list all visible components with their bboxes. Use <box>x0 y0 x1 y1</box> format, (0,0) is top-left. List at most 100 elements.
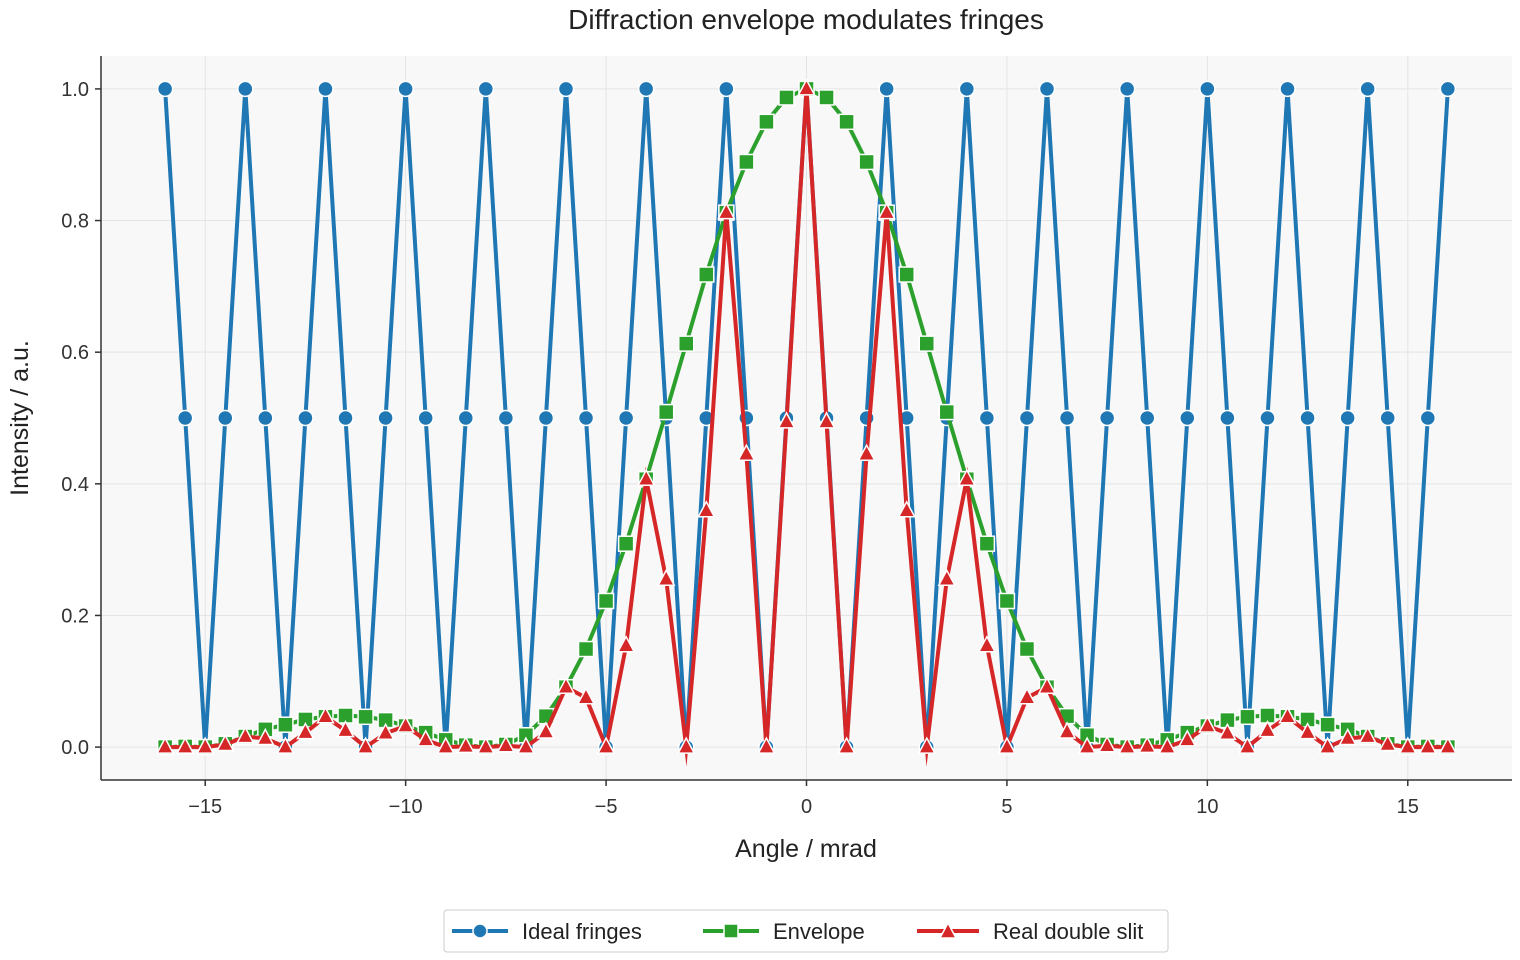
data-point <box>1058 409 1076 427</box>
data-point <box>1097 735 1117 753</box>
y-tick-label: 0.6 <box>61 342 89 364</box>
data-point <box>616 635 636 653</box>
data-point <box>477 80 495 98</box>
data-point <box>1017 687 1037 705</box>
data-point <box>456 735 476 754</box>
data-point <box>1077 736 1097 754</box>
data-point <box>297 409 314 427</box>
data-point <box>516 736 536 754</box>
data-point <box>1239 708 1256 726</box>
data-point <box>1258 720 1277 738</box>
legend-label-ideal-fringes: Ideal fringes <box>522 919 642 944</box>
data-point <box>1439 80 1457 98</box>
data-point <box>416 729 435 747</box>
legend-marker-triangle-icon <box>938 921 958 939</box>
data-point <box>1137 735 1157 754</box>
x-tick-label: 0 <box>801 796 812 818</box>
data-point <box>1339 409 1356 427</box>
series-layer <box>155 78 1458 767</box>
legend-item-ideal-fringes: Ideal fringes <box>452 919 642 944</box>
data-point <box>1338 727 1357 746</box>
legend-item-envelope: Envelope <box>703 919 865 944</box>
data-point <box>978 409 996 427</box>
data-point <box>817 411 836 429</box>
data-point <box>1279 80 1296 98</box>
data-point <box>577 640 595 658</box>
data-point <box>778 89 795 106</box>
data-point <box>337 409 354 427</box>
y-tick-label: 0.0 <box>61 737 89 759</box>
data-point <box>676 736 696 754</box>
data-point <box>296 722 315 740</box>
data-point <box>877 202 896 220</box>
data-point <box>556 676 576 694</box>
y-ticks: 0.0 0.2 0.4 0.6 0.8 1.0 <box>61 79 101 759</box>
data-point <box>216 733 235 752</box>
data-point <box>917 736 937 754</box>
data-point <box>376 722 395 741</box>
data-point <box>1018 409 1036 427</box>
data-point <box>818 89 835 106</box>
data-point <box>977 635 997 653</box>
data-point <box>436 736 455 754</box>
data-point <box>657 403 675 421</box>
legend: Ideal fringes Envelope Real double slit <box>443 909 1169 953</box>
data-point <box>195 736 215 754</box>
legend-frame <box>443 909 1169 953</box>
data-point <box>1138 409 1156 427</box>
chart-title: Diffraction envelope modulates fringes <box>568 4 1044 35</box>
data-point <box>1259 409 1276 427</box>
data-point <box>838 113 855 131</box>
legend-label-envelope: Envelope <box>773 919 865 944</box>
data-point <box>1318 736 1337 754</box>
data-point <box>857 443 876 461</box>
data-point <box>858 153 875 171</box>
data-point <box>637 80 655 98</box>
data-point <box>918 335 936 352</box>
x-tick-label: 5 <box>1001 796 1012 818</box>
data-point <box>837 736 856 754</box>
data-point <box>718 80 735 98</box>
legend-marker-circle-icon <box>472 923 488 939</box>
data-point <box>497 409 515 427</box>
data-point <box>1418 736 1438 754</box>
data-point <box>998 592 1016 610</box>
x-ticks: −15 −10 −5 0 5 10 15 <box>188 780 1419 818</box>
y-tick-label: 0.8 <box>61 211 89 233</box>
data-point <box>536 721 556 739</box>
data-point <box>377 409 394 427</box>
data-point <box>758 113 775 131</box>
data-point <box>217 409 234 427</box>
data-point <box>1199 80 1216 98</box>
data-point <box>1038 80 1056 98</box>
data-point <box>457 409 475 427</box>
data-point <box>1098 409 1116 427</box>
data-point <box>1198 715 1217 733</box>
data-point <box>1018 640 1036 658</box>
data-point <box>356 736 375 754</box>
data-point <box>156 80 174 98</box>
data-point <box>656 568 676 587</box>
x-tick-label: −15 <box>188 796 222 818</box>
data-point <box>957 468 977 486</box>
data-point <box>937 568 957 587</box>
data-point <box>256 727 275 746</box>
data-point <box>1278 706 1297 724</box>
data-point <box>417 409 434 427</box>
data-point <box>276 736 295 754</box>
data-point <box>1158 736 1177 754</box>
data-point <box>1438 736 1458 754</box>
data-point <box>397 80 414 98</box>
y-tick-label: 0.4 <box>61 474 89 496</box>
data-point <box>1359 80 1376 98</box>
data-point <box>1218 722 1237 741</box>
data-point <box>978 535 996 552</box>
data-point <box>1057 721 1077 739</box>
data-point <box>357 708 374 726</box>
y-tick-label: 1.0 <box>61 79 89 101</box>
data-point <box>1219 409 1236 427</box>
data-point <box>317 80 334 98</box>
data-point <box>617 535 635 552</box>
data-point <box>1398 736 1418 754</box>
